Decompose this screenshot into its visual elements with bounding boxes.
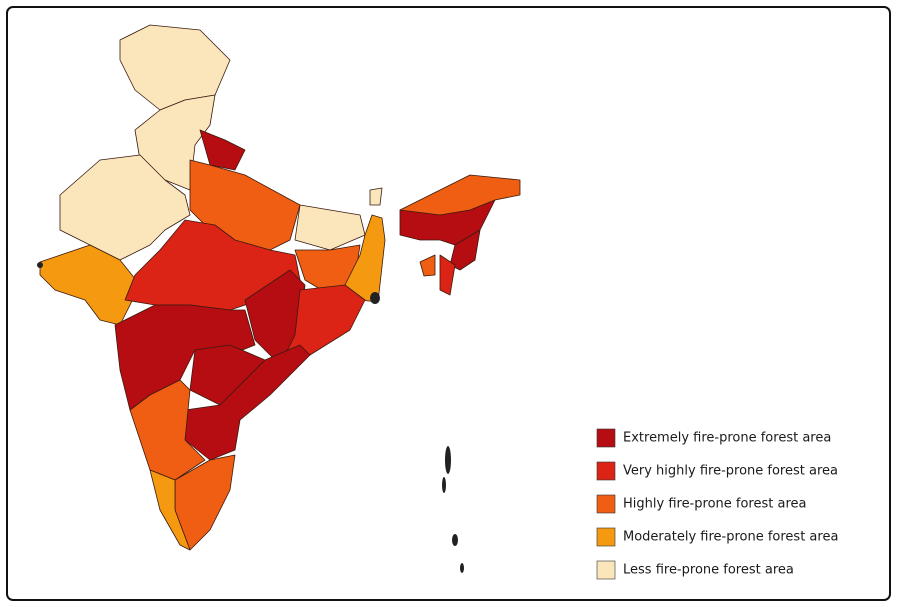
legend-label: Highly fire-prone forest area (623, 497, 806, 512)
india-map (37, 24, 521, 573)
islands (37, 262, 464, 573)
legend-label: Very highly fire-prone forest area (623, 464, 838, 479)
legend-swatch (596, 527, 616, 547)
gujarat (39, 244, 141, 326)
legend-label: Less fire-prone forest area (623, 563, 794, 578)
legend-swatch (596, 560, 616, 580)
manipur-nagaland (449, 229, 481, 271)
legend-label: Extremely fire-prone forest area (623, 431, 831, 446)
karnataka (129, 379, 206, 481)
legend-swatch (596, 461, 616, 481)
legend-swatch (596, 494, 616, 514)
bihar (294, 204, 366, 251)
legend: Extremely fire-prone forest area Very hig… (596, 428, 838, 580)
legend-label: Moderately fire-prone forest area (623, 530, 838, 545)
andhra-pradesh (184, 344, 311, 461)
uttarakhand (199, 129, 246, 171)
kerala (149, 469, 191, 551)
sikkim (369, 187, 383, 206)
tripura (419, 254, 436, 277)
mizoram (439, 254, 456, 296)
odisha (279, 284, 366, 366)
legend-swatch (596, 428, 616, 448)
rajasthan (59, 154, 191, 261)
